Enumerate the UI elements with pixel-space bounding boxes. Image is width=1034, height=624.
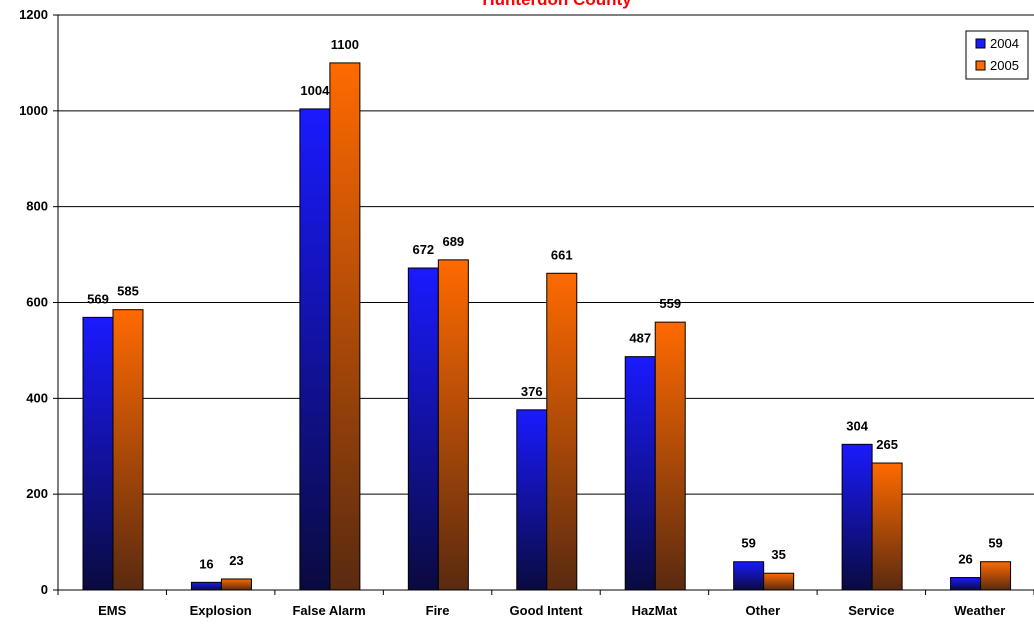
bar-2004-fire — [407, 267, 439, 591]
y-tick-label: 0 — [41, 582, 48, 597]
data-label: 569 — [87, 291, 109, 306]
bar-2005-hazmat — [654, 321, 686, 591]
x-tick-label: Explosion — [190, 603, 252, 618]
data-label: 265 — [876, 437, 898, 452]
x-tick-label: Weather — [954, 603, 1005, 618]
x-tick-label: False Alarm — [292, 603, 365, 618]
data-label: 487 — [629, 331, 651, 346]
data-label: 304 — [846, 418, 868, 433]
bars — [82, 62, 1012, 591]
bar-2004-good-intent — [516, 409, 548, 591]
bar-2005-service — [871, 462, 903, 591]
legend-swatch — [975, 38, 986, 49]
bar-2004-weather — [950, 577, 982, 591]
bar-2005-weather — [980, 561, 1012, 591]
bar-2004-ems — [82, 316, 114, 591]
legend-swatch — [975, 60, 986, 71]
x-tick-label: HazMat — [632, 603, 678, 618]
data-label: 376 — [521, 384, 543, 399]
bar-2005-other — [763, 572, 795, 591]
bar-2004-false-alarm — [299, 108, 331, 591]
bar-2005-explosion — [220, 578, 252, 591]
x-tick-label: EMS — [98, 603, 127, 618]
bar-2004-hazmat — [624, 356, 656, 591]
bar-2004-explosion — [190, 581, 222, 591]
data-label: 1100 — [331, 37, 359, 52]
x-tick-label: Good Intent — [510, 603, 584, 618]
data-label: 559 — [659, 296, 681, 311]
data-label: 59 — [988, 536, 1002, 551]
data-labels: 569 585 16 23 1004 1100 672 689 376 661 487 559 59 35… — [87, 37, 1003, 571]
data-label: 16 — [199, 556, 213, 571]
data-label: 35 — [771, 547, 785, 562]
data-label: 1004 — [300, 83, 330, 98]
bar-2005-good-intent — [546, 272, 578, 591]
y-tick-label: 800 — [26, 199, 48, 214]
data-label: 23 — [229, 553, 243, 568]
bar-2005-false-alarm — [329, 62, 361, 591]
bar-2005-ems — [112, 309, 144, 591]
x-tick-label: Other — [746, 603, 781, 618]
data-label: 585 — [117, 284, 139, 299]
legend-label: 2005 — [990, 58, 1019, 73]
data-label: 672 — [412, 242, 434, 257]
x-tick-label: Service — [848, 603, 894, 618]
data-label: 689 — [442, 234, 464, 249]
data-label: 26 — [958, 552, 972, 567]
data-label: 661 — [551, 247, 573, 262]
legend-label: 2004 — [990, 36, 1019, 51]
bar-2004-service — [841, 443, 873, 591]
y-tick-label: 200 — [26, 486, 48, 501]
y-tick-label: 600 — [26, 295, 48, 310]
x-tick-label: Fire — [426, 603, 450, 618]
y-tick-label: 1200 — [19, 7, 48, 22]
data-label: 59 — [741, 536, 755, 551]
legend: 2004 2005 — [965, 30, 1029, 80]
y-tick-label: 1000 — [19, 103, 48, 118]
y-tick-label: 400 — [26, 390, 48, 405]
chart-title: Hunterdon County — [482, 0, 632, 9]
axes: 0 200 400 600 800 1000 1200 EMS Explosion False A… — [19, 7, 1034, 618]
bar-2005-fire — [437, 259, 469, 591]
bar-2004-other — [733, 561, 765, 591]
